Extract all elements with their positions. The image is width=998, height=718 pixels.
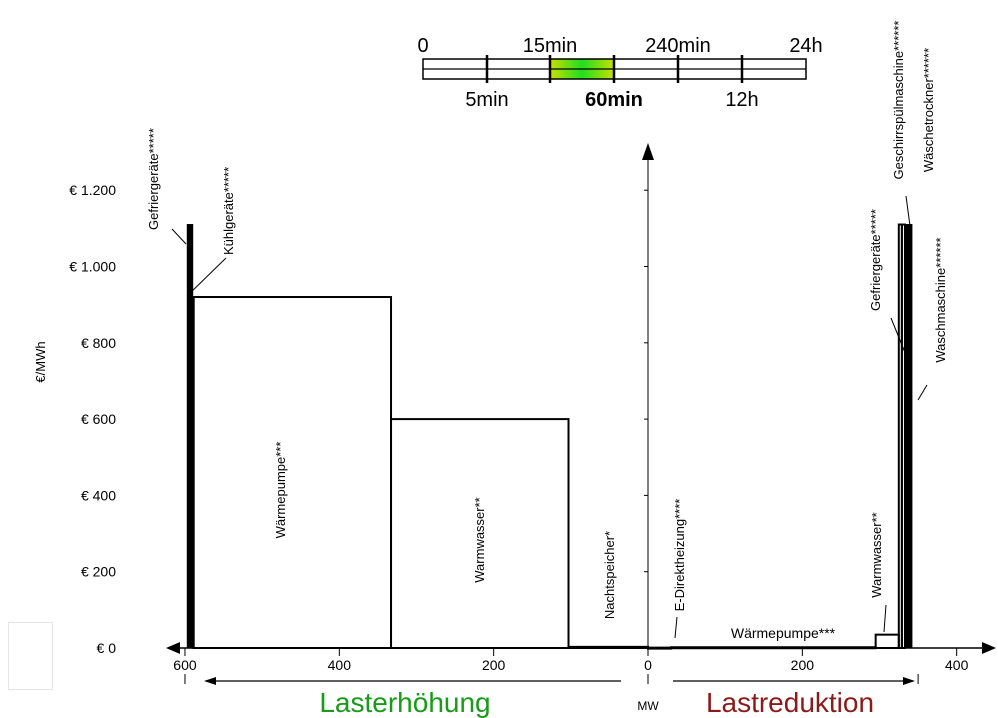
leader-warmwasser-right: [883, 604, 887, 633]
region-arrows: [204, 677, 915, 685]
leader-lines: [171, 195, 928, 639]
label-geschirrspuelmaschine: Geschirrspülmaschine******: [891, 21, 906, 180]
bar: [192, 296, 393, 649]
bar: [647, 646, 673, 650]
bar: [670, 646, 877, 650]
bar: [907, 224, 913, 649]
label-warmwasser-right: Warmwasser**: [869, 512, 884, 597]
label-kuehlgeraete: Kühlgeräte*****: [221, 167, 236, 255]
x-tick-label: 400: [945, 657, 969, 673]
y-tick-label: € 200: [81, 564, 116, 580]
time-label-24h: 24h: [789, 35, 822, 57]
label-warmwasser-left: Warmwasser**: [472, 497, 487, 582]
x-tick-label: 400: [328, 657, 352, 673]
leader-wasch: [917, 384, 928, 401]
bars: [186, 223, 913, 650]
y-tick-label: € 600: [81, 411, 116, 427]
time-scale-ticks: [485, 55, 744, 83]
label-waeschetrockner: Wäschetrockner******: [921, 48, 936, 172]
region-label-lasterhoehung: Lasterhöhung: [319, 687, 490, 718]
x-axis-right-arrow: [982, 642, 996, 654]
x-axis-unit-label: MW: [637, 699, 659, 713]
y-axis-arrow: [642, 143, 654, 160]
bar: [874, 633, 900, 650]
y-axis-label: €/MWh: [33, 341, 48, 382]
label-nachtspeicher: Nachtspeicher*: [602, 531, 617, 619]
x-tick-label: 200: [791, 657, 815, 673]
label-gefriergeraete-right: Gefriergeräte*****: [868, 209, 883, 311]
y-tick-label: € 0: [97, 640, 117, 656]
leader-kuehl: [186, 257, 227, 297]
label-waschmaschine: Waschmaschine******: [933, 237, 948, 362]
x-tick-label: 600: [173, 657, 197, 673]
leader-gefrier-right: [890, 317, 907, 356]
label-waermepumpe-left: Wärmepumpe***: [273, 442, 288, 539]
time-scale: 0 15min 240min 24h 5min 60min 12h: [417, 35, 822, 111]
time-label-15min: 15min: [523, 35, 577, 57]
y-tick-label: € 1.000: [69, 259, 116, 275]
label-edirektheizung: E-Direktheizung****: [672, 499, 687, 612]
leader-geschirr: [905, 195, 911, 227]
y-tick-label: € 400: [81, 487, 116, 503]
y-tick-label: € 800: [81, 335, 116, 351]
blank-panel: [8, 622, 53, 690]
bar-labels: Gefriergeräte***** Kühlgeräte***** Wärme…: [146, 21, 948, 641]
x-tick-label: 200: [482, 657, 506, 673]
y-ticks: € 0 € 200 € 400 € 600 € 800 € 1.000 € 1.200: [69, 182, 648, 656]
x-tick-label: 0: [644, 657, 652, 673]
time-label-12h: 12h: [725, 89, 758, 111]
label-waermepumpe-right: Wärmepumpe***: [731, 625, 836, 641]
time-label-0: 0: [417, 35, 428, 57]
time-label-60min: 60min: [585, 89, 643, 111]
leader-edirekt: [674, 616, 678, 639]
bar: [567, 645, 649, 650]
region-label-lastreduktion: Lastreduktion: [706, 687, 874, 718]
lastreduktion-arrow-head: [903, 677, 915, 685]
x-axis-left-arrow: [166, 642, 180, 654]
time-label-5min: 5min: [465, 89, 508, 111]
time-label-240min: 240min: [645, 35, 711, 57]
leader-gefrier-left: [171, 228, 187, 245]
bar: [186, 224, 194, 649]
lasterhoehung-arrow-head: [204, 677, 216, 685]
bar: [390, 418, 570, 649]
y-tick-label: € 1.200: [69, 182, 116, 198]
label-gefriergeraete-left: Gefriergeräte*****: [146, 128, 161, 230]
x-ticks: 600 400 200 0 200 400: [173, 648, 969, 684]
